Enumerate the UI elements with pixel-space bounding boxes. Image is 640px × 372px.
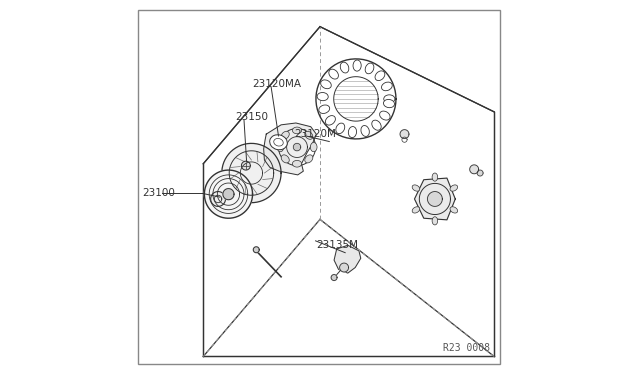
Text: 23135M: 23135M <box>316 240 358 250</box>
Ellipse shape <box>450 185 458 191</box>
Text: 23150: 23150 <box>235 112 268 122</box>
Polygon shape <box>477 170 483 176</box>
Ellipse shape <box>329 69 339 79</box>
Polygon shape <box>340 263 349 272</box>
Ellipse shape <box>353 60 361 71</box>
Ellipse shape <box>384 95 395 103</box>
Ellipse shape <box>383 99 394 108</box>
Ellipse shape <box>380 111 390 120</box>
Polygon shape <box>223 189 234 200</box>
Ellipse shape <box>365 63 374 74</box>
Polygon shape <box>222 143 281 203</box>
Ellipse shape <box>277 142 284 152</box>
Polygon shape <box>400 130 409 138</box>
Ellipse shape <box>310 142 317 152</box>
Ellipse shape <box>450 207 458 213</box>
Ellipse shape <box>432 217 438 225</box>
Ellipse shape <box>361 125 369 137</box>
Ellipse shape <box>375 71 385 81</box>
Polygon shape <box>334 245 361 273</box>
Ellipse shape <box>317 93 328 101</box>
Polygon shape <box>241 161 250 170</box>
Ellipse shape <box>321 80 332 89</box>
Ellipse shape <box>305 131 313 140</box>
Polygon shape <box>204 170 253 218</box>
Ellipse shape <box>305 155 313 163</box>
Ellipse shape <box>412 207 420 213</box>
Ellipse shape <box>319 105 330 113</box>
FancyBboxPatch shape <box>138 10 500 364</box>
Ellipse shape <box>381 82 392 91</box>
Ellipse shape <box>292 160 301 167</box>
Polygon shape <box>331 275 337 280</box>
Ellipse shape <box>281 131 289 140</box>
Ellipse shape <box>348 126 356 138</box>
Polygon shape <box>253 247 259 253</box>
Ellipse shape <box>412 185 420 191</box>
Text: R23 0008: R23 0008 <box>444 343 490 353</box>
Polygon shape <box>470 165 479 174</box>
Ellipse shape <box>432 173 438 181</box>
Ellipse shape <box>372 120 381 130</box>
Polygon shape <box>264 123 316 175</box>
Ellipse shape <box>269 135 287 150</box>
Ellipse shape <box>274 138 284 146</box>
Polygon shape <box>415 178 455 220</box>
Ellipse shape <box>325 116 335 125</box>
Polygon shape <box>293 143 301 151</box>
Text: 23100: 23100 <box>142 188 175 198</box>
Ellipse shape <box>281 155 289 163</box>
Ellipse shape <box>340 62 349 73</box>
Polygon shape <box>428 192 442 206</box>
Ellipse shape <box>336 123 345 134</box>
Ellipse shape <box>292 127 301 134</box>
Text: 23120M: 23120M <box>294 129 336 139</box>
Polygon shape <box>211 192 225 206</box>
Text: 23120MA: 23120MA <box>253 79 301 89</box>
